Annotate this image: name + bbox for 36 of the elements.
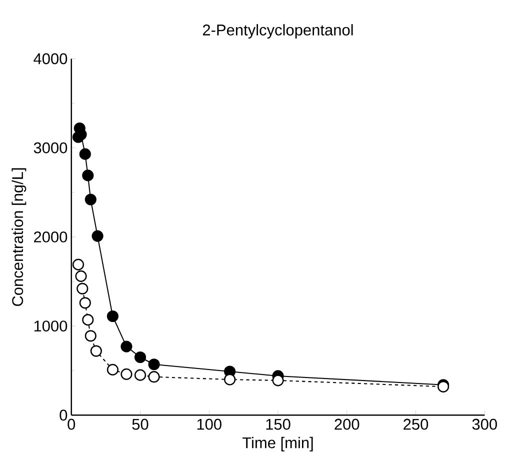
point	[106, 310, 118, 322]
y-tick-label: 2000	[34, 231, 68, 242]
point	[79, 297, 91, 309]
point	[84, 194, 96, 206]
point	[76, 282, 88, 294]
y-tick-label: 4000	[34, 53, 68, 64]
x-tick-label: 300	[472, 418, 497, 430]
x-tick-label: 0	[68, 418, 76, 430]
x-tick-label: 100	[197, 418, 222, 430]
point	[72, 258, 84, 270]
y-tick-label: 3000	[34, 142, 68, 154]
point	[134, 351, 146, 364]
point	[75, 270, 87, 282]
point	[82, 170, 94, 182]
x-tick-label: 250	[404, 418, 428, 430]
chart-title: 2-Pentylcyclopentanol	[202, 24, 353, 39]
x-tick-label: 50	[132, 418, 148, 430]
point	[92, 230, 104, 242]
y-axis-title: Concentration [ng/L]	[12, 168, 26, 306]
point	[148, 358, 160, 370]
point	[120, 368, 132, 380]
point	[84, 330, 96, 342]
point	[82, 314, 94, 326]
x-tick-label: 150	[266, 418, 290, 430]
point	[148, 371, 160, 383]
x-axis-title: Time [min]	[242, 436, 313, 452]
x-tick-label: 200	[334, 418, 360, 430]
point	[272, 374, 284, 386]
y-tick-label: 0	[60, 410, 68, 421]
y-tick-label: 1000	[34, 320, 68, 332]
point	[90, 345, 102, 357]
point	[224, 374, 236, 386]
point	[120, 340, 132, 352]
point	[79, 148, 91, 160]
point	[134, 369, 146, 381]
point	[106, 364, 118, 376]
